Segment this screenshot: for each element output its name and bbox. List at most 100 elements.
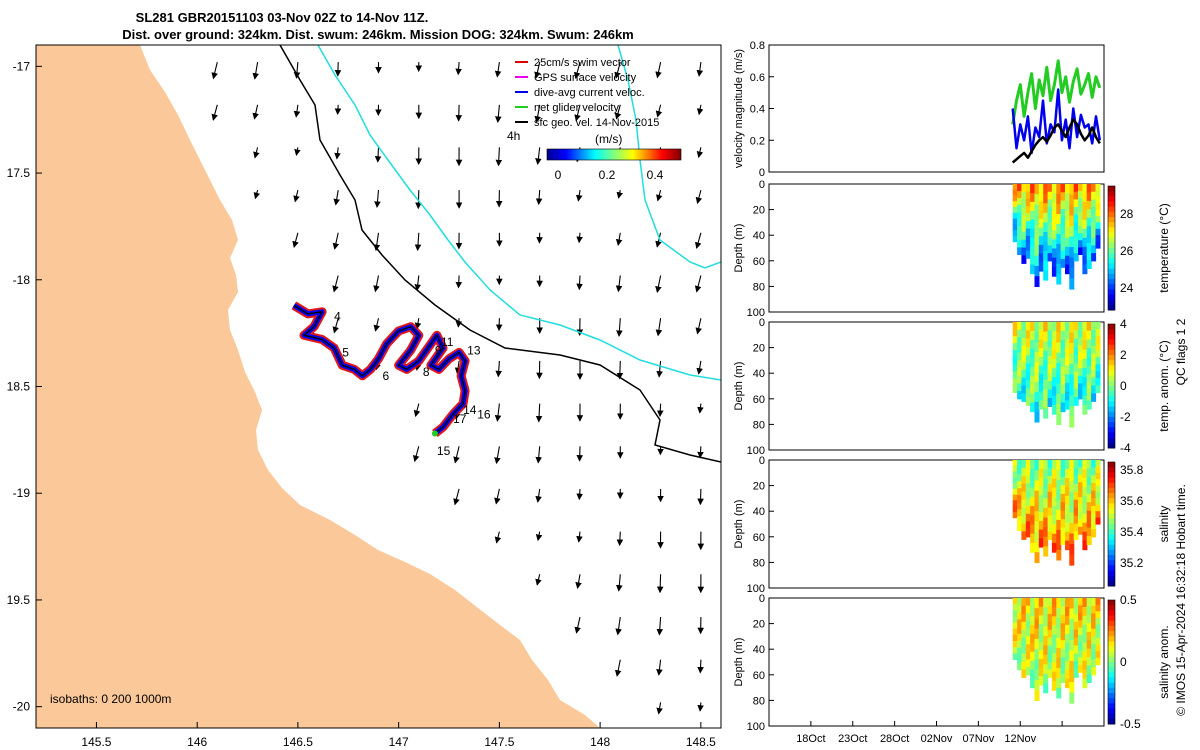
profile-cell — [1030, 384, 1036, 395]
geo-velocity-arrow — [252, 62, 259, 80]
profile-cell — [1021, 669, 1027, 678]
profile-cell — [1082, 678, 1088, 689]
profile-cell — [1051, 460, 1057, 470]
profile-cell — [1051, 487, 1057, 498]
profile-cell — [1038, 667, 1044, 677]
profile-cell — [1069, 470, 1075, 482]
profile-cell — [1034, 265, 1040, 277]
profile-cell — [1060, 393, 1066, 404]
profile-cell — [1095, 472, 1101, 480]
profile-cell — [1056, 184, 1062, 195]
profile-cell — [1030, 184, 1036, 194]
profile-cell — [1034, 628, 1040, 640]
profile-cell — [1086, 476, 1092, 486]
profile-y-tick-label: 20 — [753, 481, 765, 493]
profile-cell — [1021, 369, 1027, 379]
profile-cell — [1021, 467, 1027, 477]
profile-cell — [1073, 483, 1079, 493]
profile-cell — [1073, 388, 1079, 398]
geo-velocity-arrow — [453, 446, 460, 464]
profile-cell — [1078, 368, 1083, 377]
profile-cell — [1021, 223, 1027, 233]
profile-cell — [1082, 210, 1088, 221]
colorbar-segment — [1108, 575, 1115, 582]
colorbar-frame — [1107, 323, 1116, 449]
profile-cell — [1034, 184, 1040, 195]
profile-cell — [1069, 460, 1075, 472]
profile-cell — [1030, 357, 1036, 368]
profile-cell — [1069, 215, 1075, 227]
profile-cell — [1069, 692, 1075, 704]
figure-subtitle: Dist. over ground: 324km. Dist. swum: 24… — [122, 27, 634, 42]
profile-y-tick-label: 0 — [759, 593, 765, 605]
profile-cell — [1017, 233, 1023, 241]
profile-cell — [1051, 358, 1057, 369]
geo-velocity-arrow — [615, 275, 623, 293]
profile-cell — [1060, 476, 1066, 486]
profile-cell — [1060, 657, 1066, 667]
profile-cell — [1060, 598, 1066, 607]
profile-cell — [1038, 606, 1044, 616]
profile-cell — [1073, 207, 1079, 216]
colorbar-segment — [1108, 411, 1115, 418]
colorbar-label: salinity anom. — [1157, 625, 1171, 698]
profile-cell — [1034, 541, 1040, 553]
profile-cell — [1025, 628, 1031, 637]
profile-cell — [1047, 364, 1053, 374]
profile-colorbar: -0.5 0 0.5 — [1107, 593, 1141, 731]
map-y-tick-label: 17.5 — [7, 166, 31, 180]
profile-panel-1: 0 20 40 60 80 100 Depth (m) -4 -2 0 2 4 temp. anom. … — [733, 317, 1171, 457]
speed-colorbar — [546, 148, 682, 161]
profile-panel-3: 0 20 40 60 80 100 Depth (m) -0.5 0 0.5 salinity an… — [733, 593, 1171, 733]
profile-cell — [1021, 239, 1027, 249]
colorbar-segment — [1108, 682, 1115, 689]
profile-cell — [1025, 605, 1031, 614]
profile-cell — [1025, 621, 1031, 630]
profile-cell — [1065, 228, 1070, 239]
colorbar-label: temperature (°C) — [1157, 203, 1171, 293]
profile-cell — [1065, 598, 1070, 608]
profile-cell — [1073, 184, 1079, 193]
profile-cell — [1012, 230, 1018, 237]
profile-cell — [1095, 241, 1101, 249]
geo-velocity-arrow — [574, 616, 581, 634]
profile-cell — [1030, 524, 1036, 535]
profile-cell — [1043, 626, 1049, 637]
colorbar-segment — [1108, 610, 1115, 616]
profile-cell — [1078, 337, 1083, 346]
time-tick-label: 23Oct — [838, 733, 867, 745]
profile-cell — [1095, 216, 1101, 223]
profile-cell — [1091, 483, 1097, 492]
profile-cell — [1082, 469, 1088, 479]
geo-velocity-arrow — [374, 190, 381, 208]
profile-cell — [1051, 478, 1057, 489]
profile-cell — [1043, 398, 1049, 409]
profile-colorbar: 35.2 35.4 35.6 35.8 — [1107, 461, 1144, 587]
profile-cell — [1047, 523, 1053, 532]
profile-cell — [1012, 610, 1018, 617]
profile-cell — [1082, 377, 1088, 388]
profile-cell — [1034, 659, 1040, 671]
profile-cell — [1091, 521, 1097, 530]
profile-cell — [1091, 628, 1097, 637]
profile-cell — [1043, 193, 1049, 204]
geo-velocity-arrow — [655, 318, 663, 337]
profile-cell — [1078, 191, 1083, 199]
profile-cell — [1030, 651, 1036, 662]
profile-cell — [1012, 494, 1018, 501]
profile-cell — [1047, 491, 1053, 501]
colorbar-segment — [1108, 253, 1115, 259]
track-day-label: 6 — [383, 369, 390, 383]
profile-cell — [1095, 611, 1101, 619]
figure-title: SL281 GBR20151103 03-Nov 02Z to 14-Nov 1… — [136, 10, 429, 25]
glider-path-line — [293, 304, 466, 435]
profile-cell — [1012, 506, 1018, 513]
profile-cell — [1073, 467, 1079, 477]
profile-cell — [1086, 391, 1092, 401]
profile-cell — [1025, 228, 1031, 237]
profile-cell — [1073, 460, 1079, 469]
geo-velocity-arrow — [294, 147, 301, 156]
profile-cell — [1073, 491, 1079, 501]
velocity-series-line — [1011, 118, 1101, 164]
profile-cell — [1012, 329, 1018, 337]
